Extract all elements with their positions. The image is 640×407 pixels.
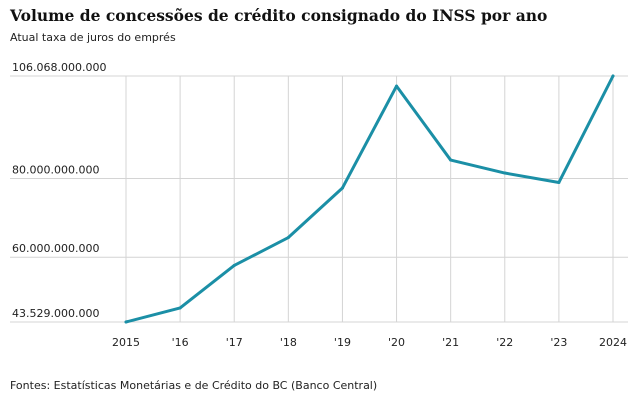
x-tick-label: '22 [496, 336, 513, 349]
y-tick-label: 60.000.000.000 [12, 242, 99, 255]
data-point [503, 171, 507, 175]
data-point [449, 158, 453, 162]
data-point [611, 74, 615, 78]
grid-layer [10, 75, 628, 323]
data-point [286, 236, 290, 240]
data-point [395, 84, 399, 88]
data-point [557, 180, 561, 184]
x-tick-label: 2015 [112, 336, 140, 349]
x-tick-label: 2024 [599, 336, 627, 349]
x-tick-label: '18 [280, 336, 297, 349]
y-tick-label: 106.068.000.000 [12, 61, 106, 74]
x-tick-label: '16 [172, 336, 189, 349]
x-tick-label: '19 [334, 336, 351, 349]
x-tick-label: '20 [388, 336, 405, 349]
data-point [178, 306, 182, 310]
source-note: Fontes: Estatísticas Monetárias e de Cré… [10, 379, 378, 392]
series-layer [124, 74, 615, 324]
y-axis-labels: 43.529.000.000 60.000.000.000 80.000.000.0… [12, 61, 106, 320]
data-point [124, 320, 128, 324]
x-tick-label: '21 [442, 336, 459, 349]
y-tick-label: 43.529.000.000 [12, 307, 99, 320]
x-tick-label: '17 [226, 336, 243, 349]
y-tick-label: 80.000.000.000 [12, 164, 99, 177]
data-point [340, 186, 344, 190]
series-line [124, 74, 615, 324]
chart-subtitle: Atual taxa de juros do emprés [10, 31, 176, 44]
data-point [232, 263, 236, 267]
x-axis-labels: 2015 '16 '17 '18 '19 '20 '21 '22 '23 2024 [112, 336, 627, 349]
x-tick-label: '23 [550, 336, 567, 349]
chart-title: Volume de concessões de crédito consigna… [10, 6, 548, 25]
